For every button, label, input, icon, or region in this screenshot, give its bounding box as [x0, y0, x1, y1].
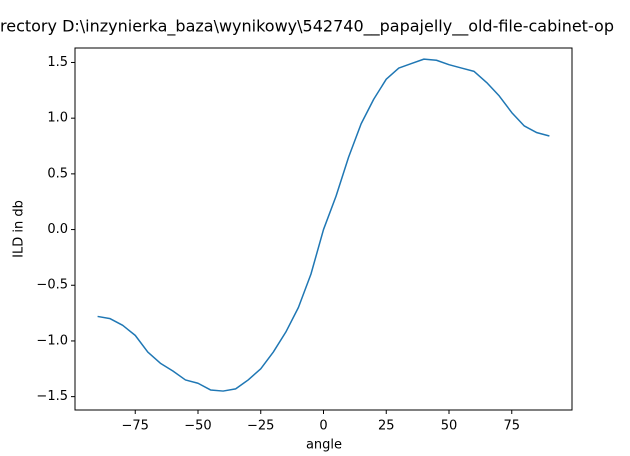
y-tick-label: −0.5: [36, 278, 68, 293]
line: [97, 58, 550, 392]
x-axis-label: angle: [306, 438, 342, 453]
x-tick-label: −75: [122, 419, 149, 434]
y-tick-label: 1.0: [47, 111, 68, 126]
y-tick-label: −1.0: [36, 333, 68, 348]
plot-frame: [74, 47, 573, 411]
y-tick-label: 0.5: [47, 166, 68, 181]
y-tick-label: 1.5: [47, 55, 68, 70]
x-tick-label: −50: [184, 419, 211, 434]
x-tick-label: 25: [378, 419, 395, 434]
x-tick-label: 75: [503, 419, 520, 434]
x-tick-label: 0: [319, 419, 327, 434]
y-axis-label: ILD in db: [12, 200, 27, 258]
x-tick-label: −25: [247, 419, 274, 434]
y-tick-label: 0.0: [47, 222, 68, 237]
y-tick-label: −1.5: [36, 389, 68, 404]
x-tick-label: 50: [441, 419, 458, 434]
chart-title: rectory D:\inzynierka_baza\wynikowy\5427…: [0, 17, 614, 37]
